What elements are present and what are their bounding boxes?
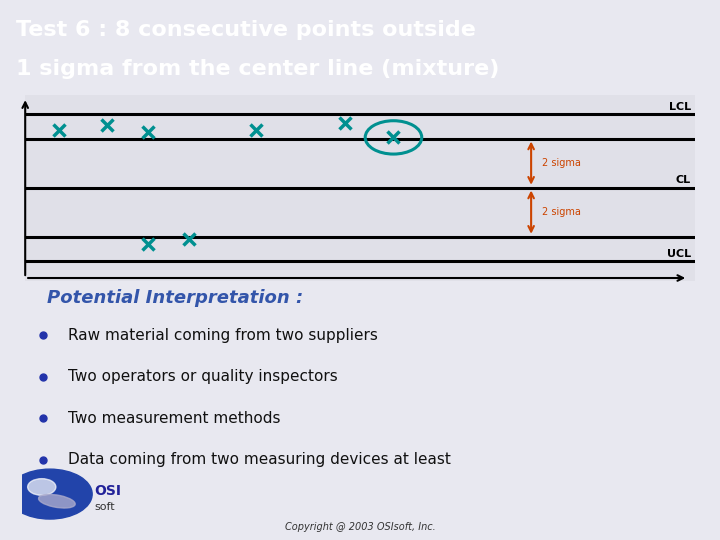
Text: Two operators or quality inspectors: Two operators or quality inspectors — [68, 369, 338, 384]
Text: 2 sigma: 2 sigma — [542, 207, 581, 217]
Text: Copyright @ 2003 OSIsoft, Inc.: Copyright @ 2003 OSIsoft, Inc. — [284, 522, 436, 532]
Text: 1 sigma from the center line (mixture): 1 sigma from the center line (mixture) — [16, 59, 499, 79]
Text: CL: CL — [676, 175, 691, 185]
Text: Data coming from two measuring devices at least: Data coming from two measuring devices a… — [68, 452, 451, 467]
Text: OSI: OSI — [94, 484, 121, 498]
Text: UCL: UCL — [667, 249, 691, 259]
Text: Two measurement methods: Two measurement methods — [68, 411, 281, 426]
Text: 2 sigma: 2 sigma — [542, 158, 581, 168]
Ellipse shape — [39, 495, 75, 508]
Text: LCL: LCL — [669, 102, 691, 112]
Circle shape — [7, 469, 92, 519]
Ellipse shape — [27, 478, 56, 495]
Text: soft: soft — [94, 502, 114, 512]
Text: Raw material coming from two suppliers: Raw material coming from two suppliers — [68, 328, 378, 343]
Text: Potential Interpretation :: Potential Interpretation : — [47, 288, 303, 307]
Text: Test 6 : 8 consecutive points outside: Test 6 : 8 consecutive points outside — [16, 20, 476, 40]
